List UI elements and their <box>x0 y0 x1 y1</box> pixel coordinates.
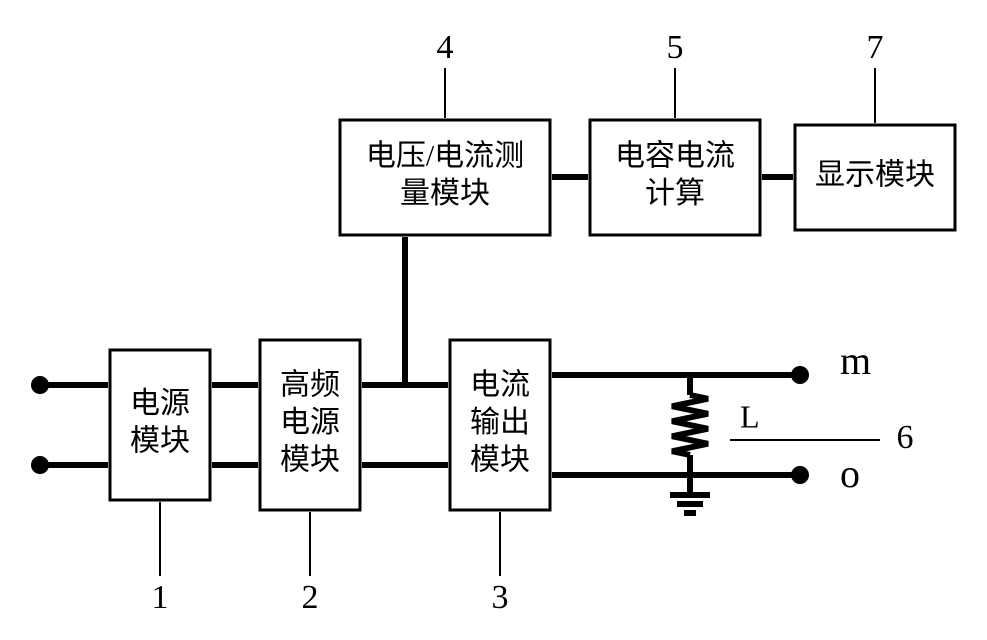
block-b4-label: 量模块 <box>400 177 490 210</box>
block-b5-label: 计算 <box>645 177 705 210</box>
block-b5-number: 5 <box>667 29 684 66</box>
block-b2-label: 模块 <box>280 443 340 476</box>
block-b1-label: 电源 <box>130 387 190 420</box>
block-b2-number: 2 <box>302 579 319 616</box>
terminal-in_top <box>31 376 49 394</box>
terminal-out_m-label: m <box>840 338 871 383</box>
block-b4-label: 电压/电流测 <box>366 140 524 173</box>
block-b5-label: 电容电流 <box>615 140 735 173</box>
block-b7-label: 显示模块 <box>815 158 935 191</box>
block-b3-number: 3 <box>492 579 509 616</box>
inductor-label: L <box>740 398 760 434</box>
block-b7-number: 7 <box>867 29 884 66</box>
inductor-number: 6 <box>897 419 914 456</box>
block-b3-label: 模块 <box>470 443 530 476</box>
block-b4-number: 4 <box>437 29 454 66</box>
terminal-in_bot <box>31 456 49 474</box>
terminal-out_m <box>791 366 809 384</box>
block-b3-label: 电流 <box>470 368 530 401</box>
terminal-out_o <box>791 466 809 484</box>
block-b2-label: 电源 <box>280 406 340 439</box>
block-b1-label: 模块 <box>130 425 190 458</box>
block-b1-number: 1 <box>152 579 169 616</box>
block-b2-label: 高频 <box>280 368 340 401</box>
terminal-out_o-label: o <box>840 451 860 496</box>
block-b3-label: 输出 <box>470 406 530 439</box>
inductor-symbol <box>672 395 708 455</box>
